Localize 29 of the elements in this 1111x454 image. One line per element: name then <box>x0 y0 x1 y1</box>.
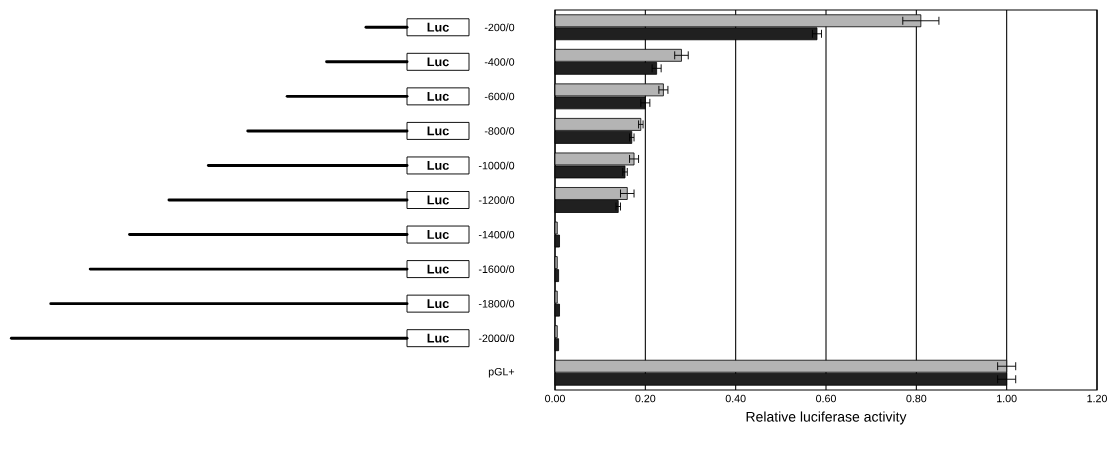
y-tick-label: -600/0 <box>484 92 515 101</box>
x-tick-label: 1.20 <box>1087 394 1107 403</box>
x-tick-label: 0.20 <box>635 394 656 403</box>
x-tick-label: 1.00 <box>997 394 1017 403</box>
text: Luc <box>427 299 449 309</box>
x-tick-label: 0.00 <box>545 394 565 403</box>
y-tick-label: -1600/0 <box>478 265 515 274</box>
text: Luc <box>427 264 449 274</box>
x-tick-label: 0.60 <box>816 394 836 403</box>
y-tick-label: -800/0 <box>484 126 515 135</box>
text: Luc <box>427 22 449 32</box>
x-axis-title: Relative luciferase activity <box>746 411 907 425</box>
y-tick-label: -2000/0 <box>478 334 515 343</box>
text: Luc <box>427 126 449 136</box>
y-tick-label: -1200/0 <box>478 196 515 204</box>
text: Luc <box>427 91 449 101</box>
text: Luc <box>427 57 449 67</box>
y-tick-label: -1400/0 <box>478 230 515 239</box>
text: Luc <box>427 230 449 239</box>
y-tick-label: -1800/0 <box>478 299 515 308</box>
y-tick-label: -200/0 <box>484 23 515 32</box>
text: Luc <box>427 195 449 205</box>
y-tick-label: -1000/0 <box>478 161 515 170</box>
y-tick-label: -400/0 <box>484 57 515 66</box>
text: Luc <box>427 333 449 343</box>
x-tick-label: 0.40 <box>725 394 746 403</box>
y-tick-label: pGL+ <box>488 367 515 378</box>
x-tick-label: 0.80 <box>906 394 927 403</box>
text: Luc <box>427 161 449 170</box>
